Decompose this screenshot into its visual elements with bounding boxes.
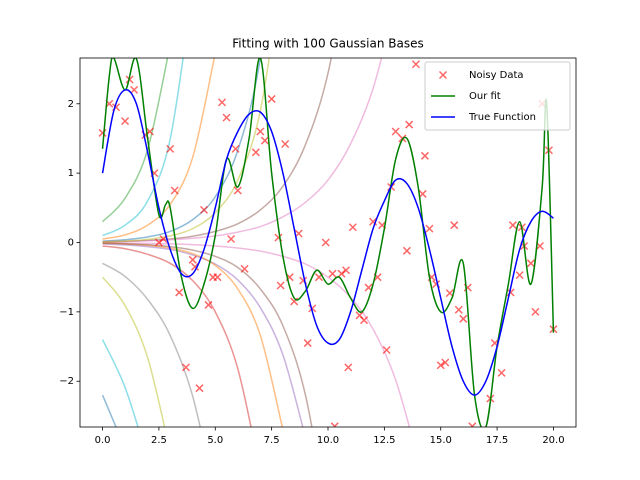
data-point xyxy=(290,297,299,306)
x-tick-label: 7.5 xyxy=(264,435,280,446)
data-point xyxy=(506,288,515,297)
basis-curve xyxy=(102,58,169,223)
data-point xyxy=(402,246,411,255)
series-line xyxy=(101,88,554,396)
chart-title: Fitting with 100 Gaussian Bases xyxy=(232,37,423,51)
data-point xyxy=(344,363,353,372)
data-point xyxy=(175,288,184,297)
data-point xyxy=(121,117,130,126)
data-point xyxy=(515,271,524,280)
data-point xyxy=(240,264,249,273)
y-tick-label: 1 xyxy=(68,168,74,179)
basis-curve xyxy=(102,58,271,243)
basis-curve xyxy=(102,243,304,427)
basis-curve xyxy=(102,58,184,237)
data-point xyxy=(418,189,427,198)
data-point xyxy=(348,223,357,232)
basis-curve xyxy=(102,242,313,427)
data-point xyxy=(227,235,236,244)
legend-box xyxy=(424,61,571,131)
basis-curve xyxy=(102,245,252,427)
data-point xyxy=(181,363,190,372)
data-point xyxy=(98,128,107,137)
x-tick-label: 15.0 xyxy=(430,435,452,446)
y-tick-label: −1 xyxy=(59,307,74,318)
data-point xyxy=(425,224,434,233)
data-point xyxy=(360,316,369,325)
data-point xyxy=(231,144,240,153)
data-point xyxy=(330,422,339,427)
legend-marker xyxy=(438,70,448,80)
data-point xyxy=(256,127,265,136)
data-point xyxy=(328,269,337,278)
data-point xyxy=(281,139,290,149)
data-point xyxy=(308,304,317,313)
legend-label: Noisy Data xyxy=(469,70,524,81)
x-tick-label: 20.0 xyxy=(542,435,564,446)
data-point xyxy=(170,186,179,195)
data-point xyxy=(213,273,222,282)
data-point xyxy=(342,266,351,275)
data-point xyxy=(267,94,276,103)
data-point xyxy=(251,148,260,157)
data-point xyxy=(190,262,200,271)
data-point xyxy=(188,255,197,264)
x-tick-label: 5.0 xyxy=(207,435,223,446)
basis-curve xyxy=(102,58,216,240)
basis-curve xyxy=(101,339,139,427)
data-point xyxy=(130,85,139,94)
data-point xyxy=(321,238,330,247)
data-point xyxy=(233,186,242,195)
data-point xyxy=(420,151,429,160)
data-point xyxy=(260,136,269,145)
data-point xyxy=(303,339,312,348)
data-point xyxy=(497,368,506,377)
basis-curve xyxy=(102,262,202,427)
legend-label: True Function xyxy=(468,112,536,123)
x-tick-label: 0.0 xyxy=(95,435,111,446)
data-point xyxy=(468,422,477,427)
data-point xyxy=(204,300,213,309)
plot-area xyxy=(98,58,558,427)
data-point xyxy=(218,98,227,107)
data-point xyxy=(508,221,517,230)
y-tick-label: −2 xyxy=(59,376,74,387)
basis-curve xyxy=(101,276,166,427)
y-tick-label: 2 xyxy=(68,99,74,110)
data-point xyxy=(405,120,414,129)
data-point xyxy=(411,60,420,69)
data-point xyxy=(382,345,391,355)
data-point xyxy=(166,144,175,153)
x-tick-label: 10.0 xyxy=(317,435,339,446)
data-point xyxy=(441,358,450,367)
data-point xyxy=(276,281,285,290)
x-tick-label: 12.5 xyxy=(373,435,395,446)
y-tick-label: 0 xyxy=(68,238,74,249)
data-point xyxy=(199,205,209,214)
data-point xyxy=(454,305,463,314)
data-point xyxy=(436,361,445,370)
legend-label: Our fit xyxy=(469,91,501,102)
data-point xyxy=(459,314,468,323)
basis-curve xyxy=(102,242,411,427)
x-tick-label: 2.5 xyxy=(151,435,167,446)
data-point xyxy=(531,307,540,316)
data-point xyxy=(222,113,231,122)
basis-curve xyxy=(102,58,383,243)
series-line xyxy=(101,58,555,427)
data-point xyxy=(391,127,400,136)
x-tick-label: 17.5 xyxy=(486,435,508,446)
data-point xyxy=(526,259,535,268)
data-point xyxy=(195,384,204,393)
data-point xyxy=(450,221,459,230)
basis-curve xyxy=(101,394,117,427)
